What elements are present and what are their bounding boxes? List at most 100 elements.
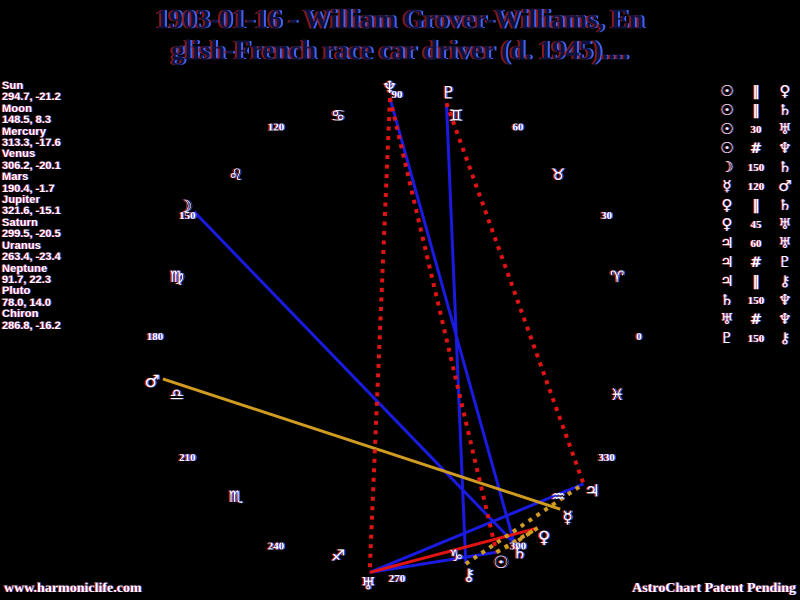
patent-notice: AstroChart Patent Pending bbox=[632, 581, 796, 596]
planet-glyph-mercury: ☿ bbox=[563, 508, 573, 528]
sign-glyph-taurus-fringe: ♉ bbox=[552, 165, 566, 184]
aspect-row-jupiter-chiron: ♃ ‖ ⚷ bbox=[714, 272, 798, 291]
sign-glyph-gemini: ♊ bbox=[449, 106, 463, 125]
parallel-icon: ‖ bbox=[752, 83, 760, 100]
sign-glyph-sagittarius: ♐ bbox=[331, 546, 345, 565]
planet-name-sun: Sun bbox=[2, 80, 24, 92]
aspect-row-moon-saturn: ☽ 150 ♄ bbox=[714, 158, 798, 177]
aspect-row-saturn-neptune: ♄ 150 ♆ bbox=[714, 291, 798, 310]
uranus-icon: ♅ bbox=[778, 234, 792, 252]
sign-glyph-libra-fringe: ♎ bbox=[171, 385, 185, 404]
contra-parallel-icon: # bbox=[750, 254, 762, 271]
planet-glyph-mercury-fringe: ☿ bbox=[561, 508, 571, 528]
aspect-row-sun-neptune: ☉ # ♆ bbox=[714, 139, 798, 158]
planet-glyph-jupiter: ♃ bbox=[585, 482, 600, 502]
degree-label-300-fringe: 300 bbox=[511, 541, 528, 553]
degree-label-0-fringe: 0 bbox=[635, 331, 641, 343]
pluto-icon: ♇ bbox=[720, 329, 734, 347]
planet-name-jupiter: Jupiter bbox=[2, 194, 41, 207]
venus-icon: ♀ bbox=[721, 196, 733, 214]
aspect-line-sun-venus bbox=[495, 526, 539, 554]
sign-glyph-pisces: ♓ bbox=[610, 385, 624, 404]
planet-name-mars: Mars bbox=[2, 171, 29, 184]
jupiter-icon: ♃ bbox=[720, 253, 734, 271]
sign-glyph-pisces-fringe: ♓ bbox=[609, 385, 623, 404]
sign-glyph-virgo-fringe: ♍ bbox=[171, 267, 185, 286]
planet-glyph-jupiter-fringe: ♃ bbox=[586, 482, 601, 502]
degree-label-120-fringe: 120 bbox=[266, 121, 283, 133]
uranus-icon: ♅ bbox=[778, 215, 792, 233]
sign-glyph-capricorn-fringe: ♑ bbox=[447, 546, 461, 565]
sign-glyph-capricorn: ♑ bbox=[449, 546, 463, 565]
aspect-line-pluto-chiron bbox=[444, 103, 468, 564]
aspect-row-jupiter-uranus: ♃ 60 ♅ bbox=[714, 234, 798, 253]
planet-glyph-chiron: ⚷ bbox=[463, 565, 475, 585]
planet-name-chiron: Chiron bbox=[2, 308, 39, 321]
planet-name-pluto: Pluto bbox=[2, 285, 31, 298]
degree-label-30-fringe: 30 bbox=[602, 210, 614, 222]
sign-glyph-pisces-fringe: ♓ bbox=[611, 385, 625, 404]
planet-glyph-mercury-fringe: ☿ bbox=[564, 508, 574, 528]
sun-icon: ☉ bbox=[720, 139, 734, 157]
sign-glyph-aries-fringe: ♈ bbox=[609, 267, 623, 286]
planet-name-saturn: Saturn bbox=[2, 216, 39, 229]
sun-icon: ☉ bbox=[720, 120, 734, 138]
planet-coords-mercury: 313.3, -17.6 bbox=[2, 137, 61, 150]
degree-label-60: 60 bbox=[513, 121, 525, 133]
degree-label-330-fringe: 330 bbox=[597, 452, 614, 464]
sign-glyph-scorpio: ♏ bbox=[229, 487, 243, 506]
aspect-row-mercury-mars: ☿ 120 ♂ bbox=[714, 177, 798, 196]
aspect-angle: 30 bbox=[750, 123, 762, 136]
degree-label-120: 120 bbox=[268, 121, 285, 133]
aspect-angle: 60 bbox=[750, 237, 762, 250]
aspect-row-venus-uranus: ♀ 45 ♅ bbox=[714, 215, 798, 234]
planet-glyph-pluto: ♇ bbox=[441, 83, 456, 103]
sign-glyph-sagittarius-fringe: ♐ bbox=[332, 546, 346, 565]
degree-label-210: 210 bbox=[179, 452, 196, 464]
degree-label-240-fringe: 240 bbox=[266, 541, 283, 553]
planet-name-moon: Moon bbox=[2, 102, 33, 115]
aspect-angle: 150 bbox=[747, 294, 765, 307]
sign-glyph-aquarius-fringe: ♒ bbox=[552, 487, 566, 506]
aspect-row-venus-saturn: ♀ ‖ ♄ bbox=[714, 196, 798, 215]
sign-glyph-aquarius: ♒ bbox=[551, 487, 565, 506]
planet-glyph-uranus: ♅ bbox=[361, 574, 376, 594]
planet-name-venus: Venus bbox=[2, 148, 36, 161]
aspect-line-pluto-jupiter bbox=[444, 102, 586, 485]
aspect-line-neptune-sun bbox=[387, 97, 499, 553]
sign-glyph-gemini-fringe: ♊ bbox=[447, 106, 461, 125]
sign-glyph-gemini-fringe: ♊ bbox=[450, 106, 464, 125]
planet-name-neptune: Neptune bbox=[2, 262, 48, 275]
sign-glyph-virgo-fringe: ♍ bbox=[168, 267, 182, 286]
sign-glyph-taurus-fringe: ♉ bbox=[550, 165, 564, 184]
degree-label-120-fringe: 120 bbox=[269, 121, 286, 133]
neptune-icon: ♆ bbox=[778, 291, 792, 309]
planet-glyph-venus-fringe: ♀ bbox=[536, 528, 548, 548]
mars-icon: ♂ bbox=[778, 177, 792, 195]
planet-glyph-mars: ♂ bbox=[144, 372, 159, 392]
jupiter-icon: ♃ bbox=[720, 272, 734, 290]
degree-label-300-fringe: 300 bbox=[508, 541, 525, 553]
planet-glyph-saturn: ♄ bbox=[512, 544, 527, 564]
planet-glyph-pluto-fringe: ♇ bbox=[440, 83, 455, 103]
degree-label-180: 180 bbox=[147, 331, 164, 343]
degree-label-90-fringe: 90 bbox=[393, 89, 405, 101]
saturn-icon: ♄ bbox=[720, 291, 734, 309]
planet-glyph-neptune: ♆ bbox=[382, 78, 397, 98]
degree-label-240: 240 bbox=[268, 541, 285, 553]
degree-label-330: 330 bbox=[598, 452, 615, 464]
planet-glyph-saturn-fringe: ♄ bbox=[513, 544, 528, 564]
sign-glyph-virgo: ♍ bbox=[170, 267, 184, 286]
planet-name-mercury: Mercury bbox=[2, 125, 47, 138]
aspect-angle: 150 bbox=[747, 161, 765, 174]
contra-parallel-icon: # bbox=[750, 140, 762, 157]
chart-title: 1903-01-16 - William Grover-Williams, En… bbox=[0, 4, 800, 66]
saturn-icon: ♄ bbox=[778, 158, 792, 176]
aspect-line-uranus-jupiter bbox=[369, 482, 585, 574]
planet-position-list: Sun 294.7, -21.2 Moon 148.5, 8.3 Mercury 313.… bbox=[2, 80, 122, 332]
planet-glyph-mars-fringe: ♂ bbox=[143, 372, 158, 392]
sign-glyph-scorpio-fringe: ♏ bbox=[230, 487, 244, 506]
sign-glyph-capricorn-fringe: ♑ bbox=[450, 546, 464, 565]
sign-glyph-cancer: ♋ bbox=[331, 106, 345, 125]
